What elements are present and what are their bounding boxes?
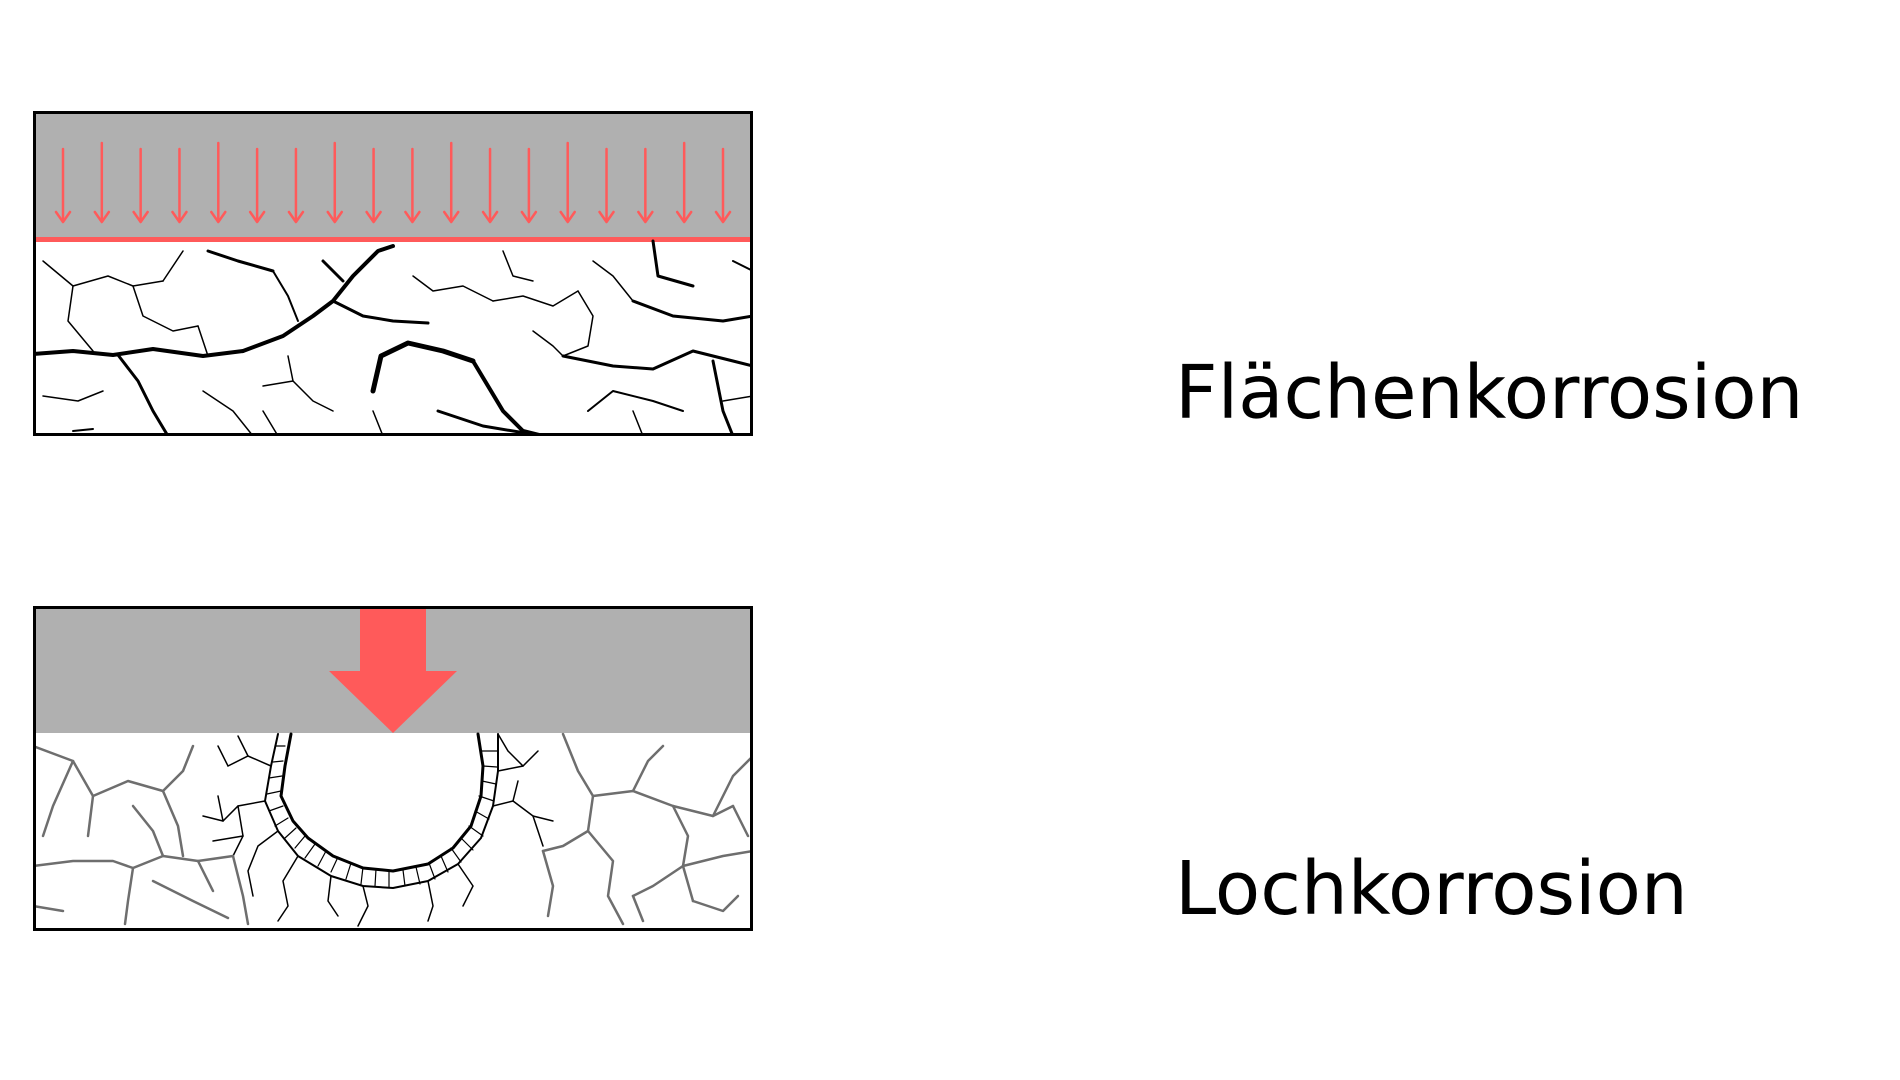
small-down-arrow-icon (248, 147, 266, 224)
panel-frame (33, 111, 753, 436)
small-down-arrow-icon (132, 147, 149, 224)
pit (264, 732, 499, 889)
attack-line (33, 237, 753, 242)
panel-frame (33, 606, 753, 931)
small-arrows-group (54, 141, 732, 224)
pitting-corrosion-label: Lochkorrosion (1175, 846, 1688, 932)
surface-corrosion-label: Flächenkorrosion (1175, 350, 1804, 436)
small-down-arrow-icon (287, 147, 305, 224)
small-down-arrow-icon (365, 147, 382, 224)
surface-corrosion-diagram (33, 111, 753, 436)
small-down-arrow-icon (442, 141, 460, 224)
small-down-arrow-icon (326, 141, 344, 224)
small-down-arrow-icon (404, 147, 421, 224)
small-down-arrow-icon (637, 147, 654, 224)
large-down-arrow-icon (329, 606, 457, 733)
small-down-arrow-icon (675, 141, 693, 224)
small-down-arrow-icon (559, 141, 576, 224)
coating-layer (33, 111, 753, 239)
small-down-arrow-icon (93, 141, 111, 224)
small-down-arrow-icon (481, 147, 499, 224)
cracked-metal (33, 239, 753, 436)
pitting-corrosion-diagram (33, 606, 753, 931)
small-down-arrow-icon (54, 147, 72, 224)
pit-branch-cracks (202, 733, 554, 927)
surface-corrosion-svg (33, 111, 753, 436)
small-down-arrow-icon (714, 147, 732, 224)
metal-crack-network (33, 732, 753, 926)
small-down-arrow-icon (520, 147, 538, 224)
small-down-arrow-icon (171, 147, 188, 224)
small-down-arrow-icon (210, 141, 227, 224)
pitting-corrosion-svg (33, 606, 753, 931)
small-down-arrow-icon (598, 147, 615, 224)
